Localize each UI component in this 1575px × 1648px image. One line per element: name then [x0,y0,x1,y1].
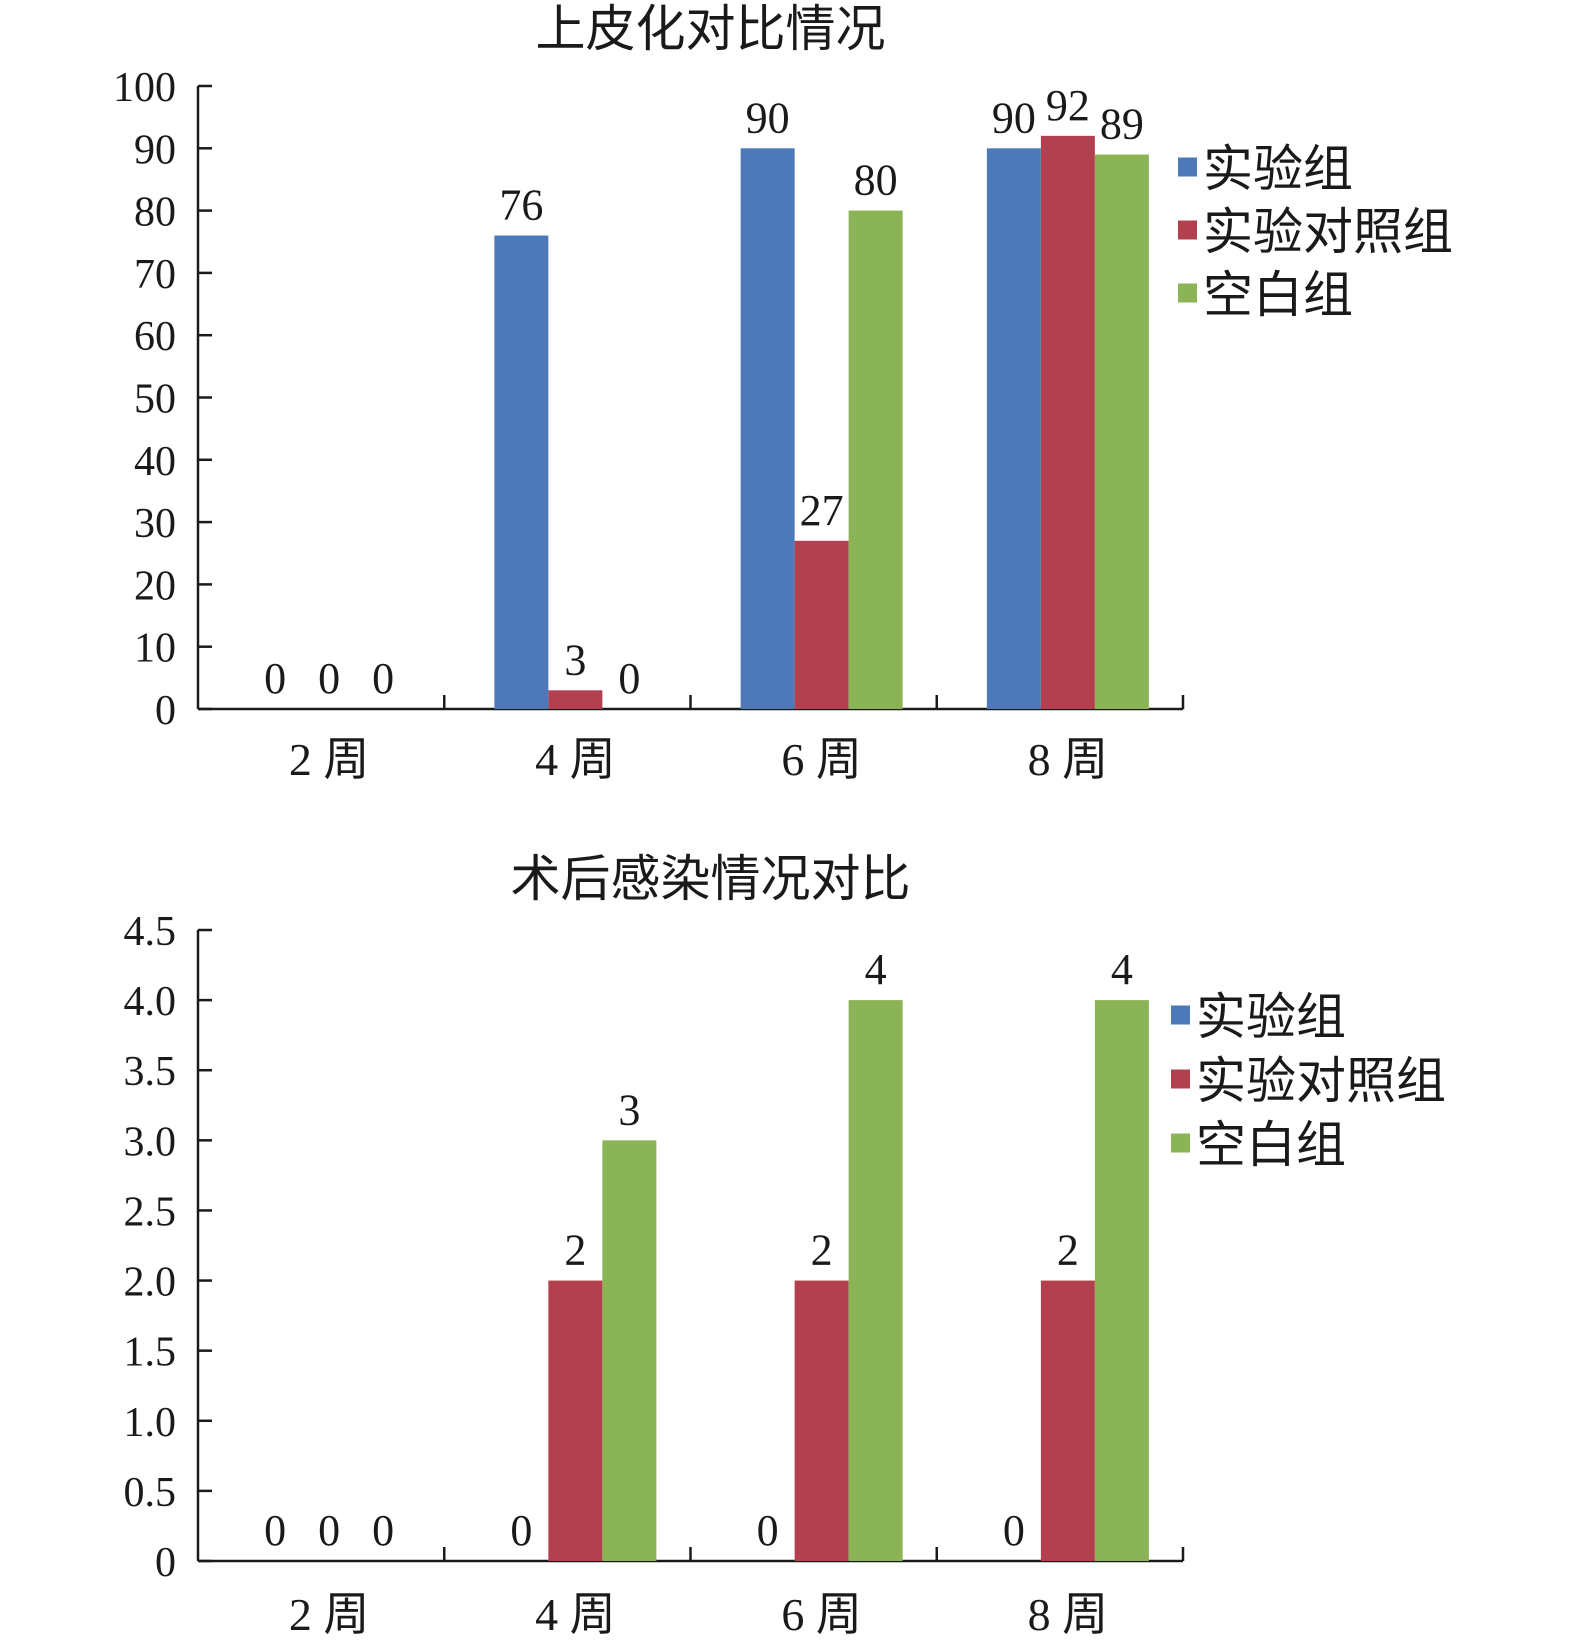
bar [1040,1280,1095,1561]
bar [740,148,795,710]
y-tick-label: 90 [134,127,176,173]
chart-title: 术后感染情况对比 [511,851,911,907]
data-label: 2 [1057,1226,1079,1275]
y-tick-label: 40 [134,439,176,485]
y-tick-label: 2.5 [124,1189,177,1235]
bar [986,148,1041,710]
y-tick-label: 4.5 [124,909,177,955]
bar [494,235,549,709]
y-tick-label: 4.0 [124,979,177,1025]
data-label: 0 [510,1506,532,1555]
x-category-label: 6 周 [781,734,862,785]
data-label: 27 [800,486,844,535]
data-label: 3 [564,635,586,684]
data-label: 3 [618,1085,640,1134]
bar [848,1000,903,1561]
legend-swatch [1171,1069,1190,1089]
bar [794,540,849,709]
data-label: 80 [854,156,898,205]
legend-swatch [1178,157,1197,177]
y-tick-label: 1.0 [124,1400,177,1446]
x-category-label: 4 周 [535,734,616,785]
y-tick-label: 0 [155,688,176,734]
x-category-label: 8 周 [1028,734,1109,785]
data-label: 2 [811,1226,833,1275]
x-category-label: 6 周 [781,1589,862,1640]
data-label: 0 [264,1506,286,1555]
y-tick-label: 3.5 [124,1049,177,1095]
y-tick-label: 1.5 [124,1330,177,1376]
data-label: 92 [1046,81,1090,130]
bar [548,690,603,709]
bar [1094,1000,1149,1561]
data-label: 0 [1003,1506,1025,1555]
legend-swatch [1171,1133,1190,1153]
legend-swatch [1178,220,1197,240]
y-tick-label: 60 [134,314,176,360]
infection-chart: 术后感染情况对比 0 0.5 1.0 1.5 2.0 2.5 3.0 3.5 4.0 4.5 2 周 4… [124,851,1447,1640]
bar [1040,135,1095,710]
bar [548,1280,603,1561]
legend-swatch [1178,283,1197,303]
data-label: 0 [618,654,640,703]
x-category-label: 2 周 [289,1589,370,1640]
data-label: 76 [499,181,543,230]
data-label: 0 [372,1506,394,1555]
data-label: 0 [757,1506,779,1555]
legend-label: 实验组 [1196,989,1346,1045]
y-tick-label: 50 [134,377,176,423]
data-label: 0 [372,654,394,703]
y-tick-label: 10 [134,626,176,672]
legend-label: 实验对照组 [1203,204,1453,260]
y-tick-label: 70 [134,252,176,298]
x-category-label: 2 周 [289,734,370,785]
legend-label: 空白组 [1196,1117,1346,1173]
y-tick-label: 0.5 [124,1470,177,1516]
legend-swatch [1171,1005,1190,1025]
legend-label: 实验组 [1203,141,1353,197]
y-tick-label: 3.0 [124,1119,177,1165]
bar [1094,154,1149,709]
x-category-label: 8 周 [1028,1589,1109,1640]
y-tick-label: 0 [155,1540,176,1586]
y-tick-label: 100 [113,65,176,111]
data-label: 90 [746,93,790,142]
data-label: 0 [318,654,340,703]
data-label: 0 [318,1506,340,1555]
y-tick-label: 80 [134,190,176,236]
y-tick-label: 2.0 [124,1260,177,1306]
x-category-label: 4 周 [535,1589,616,1640]
y-tick-label: 30 [134,501,176,547]
bar [794,1280,849,1561]
data-label: 4 [1111,945,1133,994]
data-label: 4 [865,945,887,994]
data-label: 0 [264,654,286,703]
data-label: 89 [1100,100,1144,149]
bar [848,210,903,709]
bar [602,1140,657,1561]
y-tick-label: 20 [134,563,176,609]
chart-title: 上皮化对比情况 [536,1,886,57]
data-label: 2 [564,1226,586,1275]
legend-label: 实验对照组 [1196,1053,1446,1109]
data-label: 90 [992,93,1036,142]
legend-label: 空白组 [1203,267,1353,323]
